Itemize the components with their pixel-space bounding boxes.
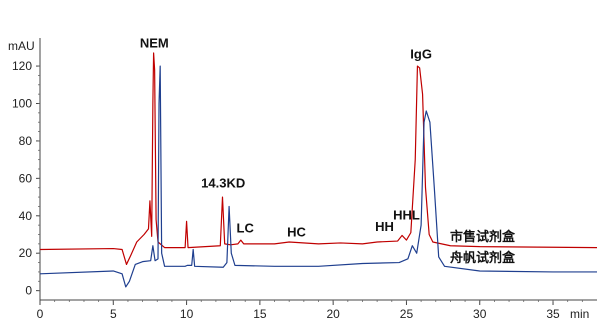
peak-label: LC xyxy=(237,221,255,236)
peak-label: IgG xyxy=(410,47,432,62)
peak-label: HH xyxy=(375,219,394,234)
y-tick-label: 60 xyxy=(19,171,33,185)
y-tick-label: 0 xyxy=(25,284,32,298)
series-line-2 xyxy=(39,65,597,288)
series-line-1 xyxy=(39,52,598,266)
axes: 0 20 40 60 80 100 120 0 5 10 15 20 25 30 35 mAU min xyxy=(8,38,597,321)
x-tick-label: 15 xyxy=(253,307,267,321)
x-tick-label: 10 xyxy=(180,307,194,321)
peak-label: 14.3KD xyxy=(201,176,245,191)
series-label-1: 市售试剂盒 xyxy=(450,229,516,245)
y-tick-label: 40 xyxy=(19,209,33,223)
x-tick-label: 0 xyxy=(37,307,44,321)
y-tick-label: 120 xyxy=(12,59,32,73)
x-unit-label: min xyxy=(570,307,589,321)
y-unit-label: mAU xyxy=(8,39,35,53)
x-tick-label: 5 xyxy=(110,307,117,321)
x-tick-label: 35 xyxy=(546,307,560,321)
y-tick-label: 80 xyxy=(19,134,33,148)
x-tick-label: 30 xyxy=(473,307,487,321)
series-label-2: 舟帆试剂盒 xyxy=(450,250,516,266)
x-tick-label: 20 xyxy=(326,307,340,321)
peak-label: HHL xyxy=(393,208,420,223)
peak-label: HC xyxy=(287,224,306,239)
peak-label: NEM xyxy=(140,35,169,50)
x-tick-label: 25 xyxy=(400,307,414,321)
y-tick-label: 20 xyxy=(19,246,33,260)
y-tick-label: 100 xyxy=(12,97,32,111)
